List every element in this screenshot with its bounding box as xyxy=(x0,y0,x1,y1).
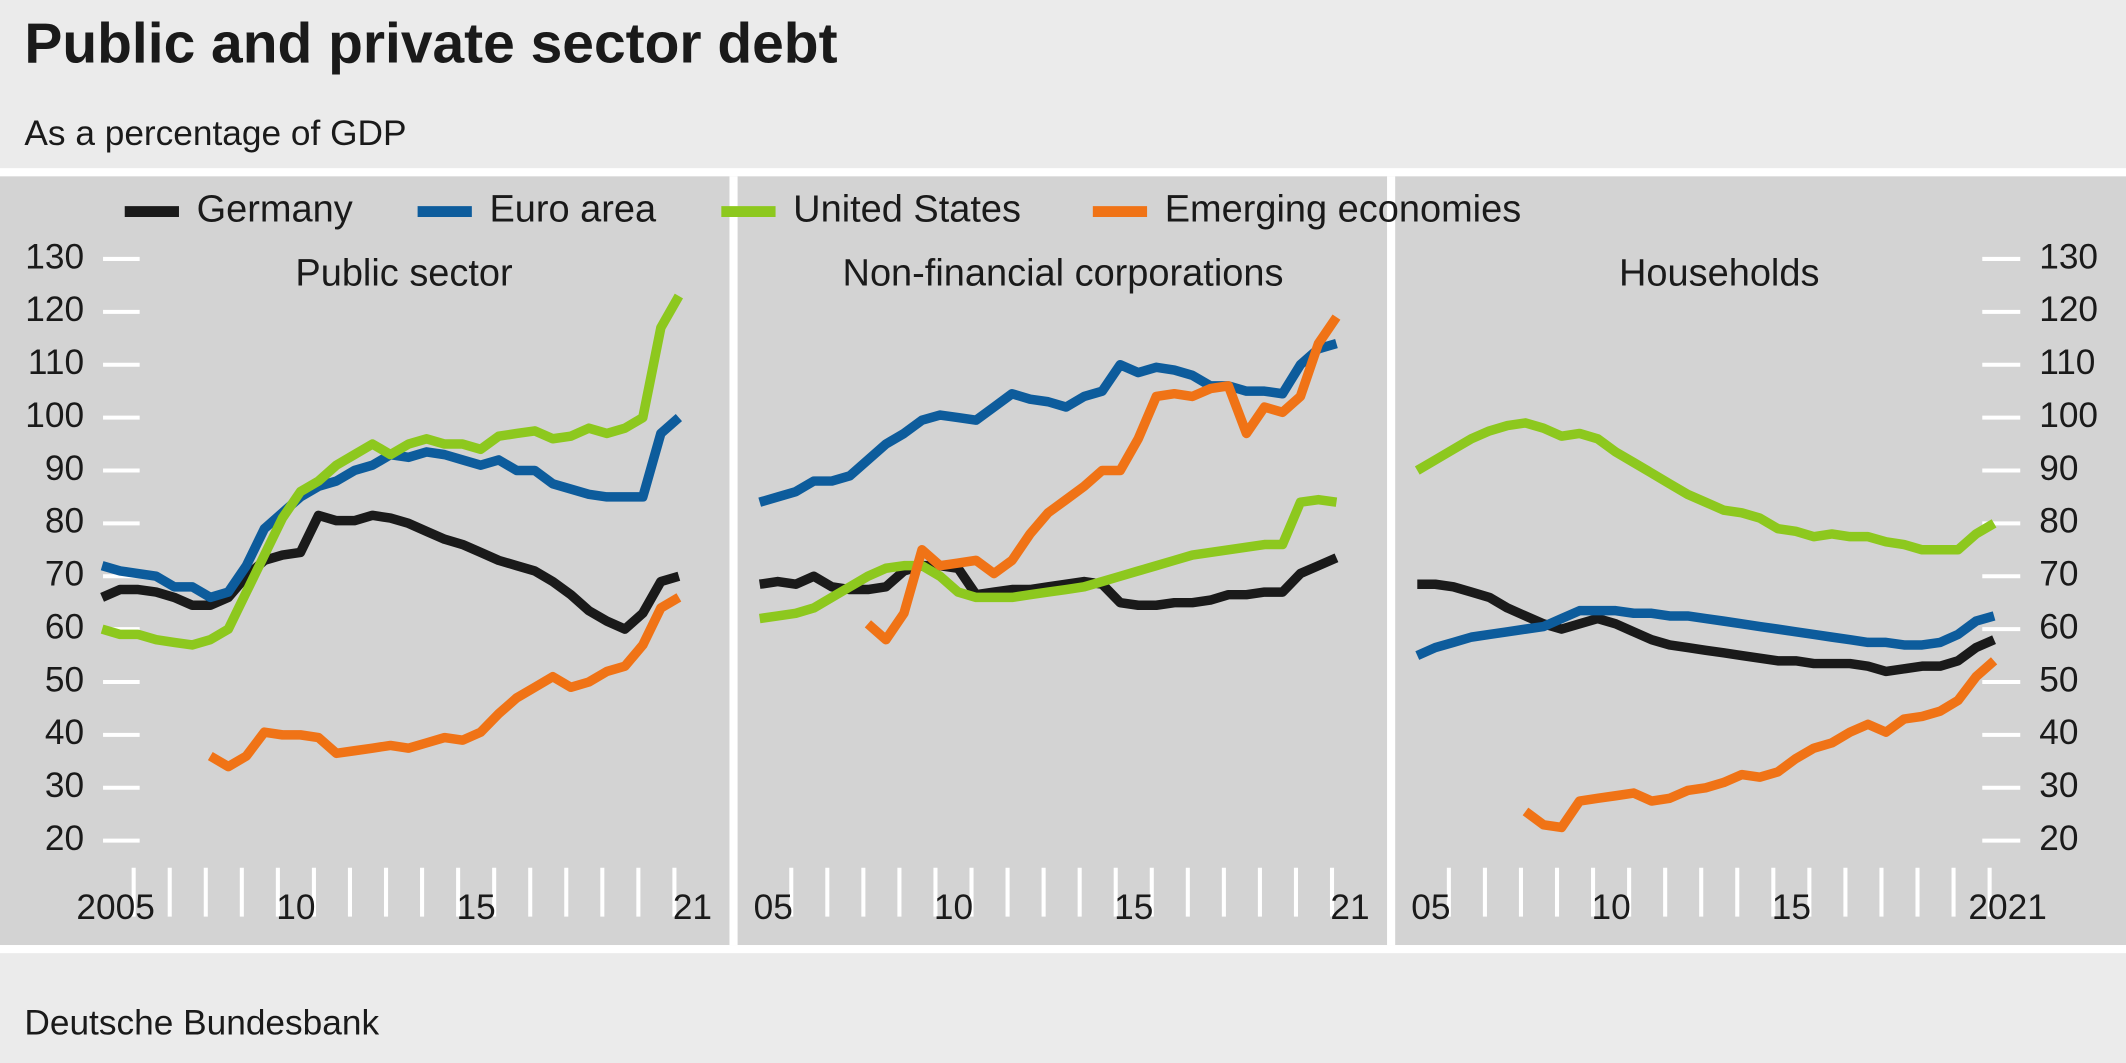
y-tick-label: 100 xyxy=(25,396,84,435)
series-line xyxy=(1522,657,1998,833)
y-tick-label: 120 xyxy=(25,290,84,329)
panel-title: Households xyxy=(1619,252,1819,294)
y-tick-label: 20 xyxy=(2039,819,2078,858)
chart-title: Public and private sector debt xyxy=(24,12,837,76)
y-tick-label: 60 xyxy=(45,607,84,646)
series-line xyxy=(758,553,1339,611)
x-tick-label: 15 xyxy=(457,888,496,927)
chart-subtitle: As a percentage of GDP xyxy=(24,114,406,153)
x-tick-label: 10 xyxy=(1591,888,1630,927)
x-tick-label: 2021 xyxy=(1968,888,2046,927)
y-tick-label: 80 xyxy=(2039,502,2078,541)
series-line xyxy=(1414,418,1997,555)
y-tick-label: 40 xyxy=(2039,713,2078,752)
panel-separator xyxy=(1387,176,1396,946)
y-tick-label: 130 xyxy=(2039,237,2098,276)
plot-band xyxy=(0,176,2126,946)
series-line xyxy=(100,510,681,634)
y-tick-label: 50 xyxy=(45,660,84,699)
x-tick-label: 10 xyxy=(934,888,973,927)
y-tick-label: 130 xyxy=(25,237,84,276)
panel-title: Public sector xyxy=(295,252,513,294)
y-tick-label: 30 xyxy=(2039,766,2078,805)
series-line xyxy=(864,314,1341,645)
y-tick-label: 50 xyxy=(2039,660,2078,699)
y-tick-label: 70 xyxy=(45,555,84,594)
y-tick-label: 90 xyxy=(2039,449,2078,488)
bottom-rule xyxy=(0,945,2126,954)
y-tick-label: 30 xyxy=(45,766,84,805)
x-tick-label: 05 xyxy=(754,888,793,927)
y-tick-label: 100 xyxy=(2039,396,2098,435)
x-tick-label: 10 xyxy=(276,888,315,927)
series-line xyxy=(100,293,684,650)
x-tick-label: 2005 xyxy=(76,888,154,927)
x-tick-label: 15 xyxy=(1772,888,1811,927)
y-tick-label: 60 xyxy=(2039,607,2078,646)
y-tick-label: 70 xyxy=(2039,555,2078,594)
series-line xyxy=(759,494,1338,624)
top-rule xyxy=(0,168,2126,177)
legend-label: United States xyxy=(793,189,1021,231)
y-tick-label: 120 xyxy=(2039,290,2098,329)
series-line xyxy=(1415,605,1996,660)
y-tick-label: 110 xyxy=(2039,343,2095,382)
y-tick-label: 40 xyxy=(45,713,84,752)
legend-label: Euro area xyxy=(489,189,657,231)
series-line xyxy=(758,339,1338,507)
y-tick-label: 80 xyxy=(45,502,84,541)
panel-separator xyxy=(729,176,738,946)
y-tick-label: 90 xyxy=(45,449,84,488)
x-tick-label: 21 xyxy=(1330,888,1369,927)
x-tick-label: 21 xyxy=(673,888,712,927)
x-tick-label: 15 xyxy=(1114,888,1153,927)
legend: Germany Euro area United States Emerging ec… xyxy=(124,189,1522,231)
legend-label: Emerging economies xyxy=(1165,189,1522,231)
legend-label: Germany xyxy=(197,189,353,231)
y-tick-label: 20 xyxy=(45,819,84,858)
series-line xyxy=(1417,579,1996,677)
panel-title: Non-financial corporations xyxy=(843,252,1284,294)
y-tick-label: 110 xyxy=(28,343,84,382)
source: Deutsche Bundesbank xyxy=(24,1003,379,1042)
x-tick-label: 05 xyxy=(1411,888,1450,927)
series-line xyxy=(207,593,682,772)
